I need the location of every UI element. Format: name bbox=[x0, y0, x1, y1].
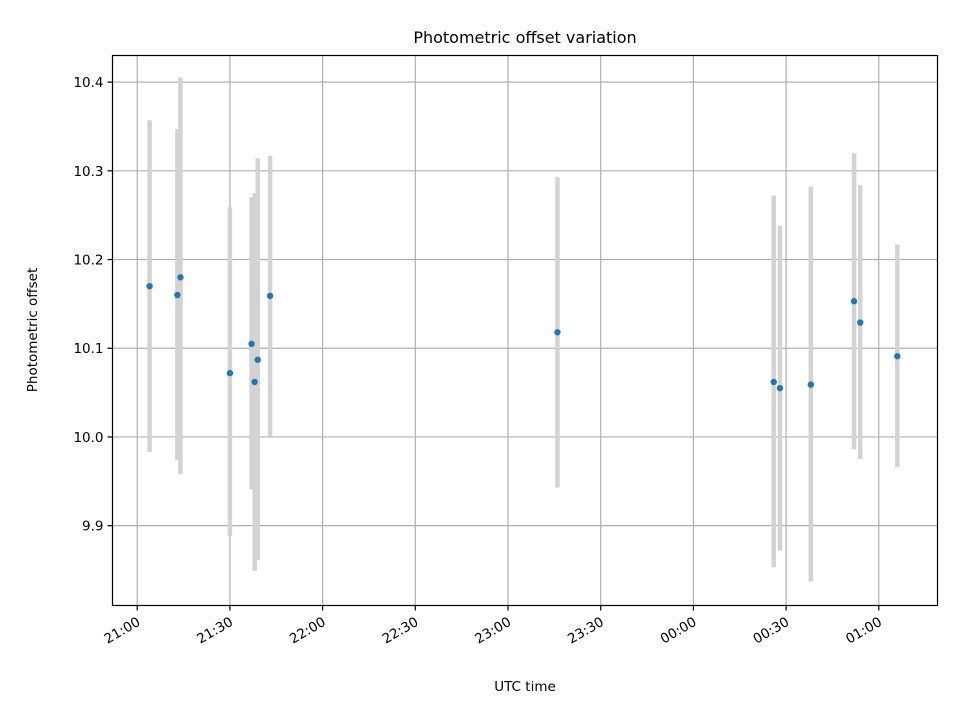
data-points bbox=[146, 274, 901, 392]
x-axis-label: UTC time bbox=[494, 679, 556, 695]
data-point bbox=[807, 381, 815, 388]
y-axis-ticks: 9.9 10.0 10.1 10.2 10.3 10.4 bbox=[73, 75, 113, 535]
plot-frame bbox=[111, 54, 939, 607]
y-axis-label: Photometric offset bbox=[25, 268, 41, 392]
y-tick-label: 10.3 bbox=[73, 164, 103, 180]
data-point bbox=[174, 291, 181, 299]
data-point bbox=[857, 319, 864, 326]
data-point bbox=[226, 369, 234, 377]
data-point bbox=[248, 340, 255, 348]
y-tick-label: 10.1 bbox=[73, 341, 103, 357]
data-point bbox=[894, 353, 901, 360]
data-point bbox=[770, 378, 777, 386]
y-tick-label: 10.0 bbox=[73, 430, 103, 446]
data-point bbox=[266, 292, 274, 300]
data-point bbox=[776, 384, 784, 392]
data-point bbox=[850, 298, 858, 305]
data-point bbox=[146, 282, 153, 290]
data-point bbox=[554, 329, 561, 336]
chart-title: Photometric offset variation bbox=[413, 28, 636, 47]
y-tick-label: 10.4 bbox=[73, 75, 103, 91]
y-tick-label: 9.9 bbox=[82, 519, 103, 535]
y-tick-label: 10.2 bbox=[73, 253, 103, 269]
data-point bbox=[177, 274, 184, 281]
data-point bbox=[254, 356, 261, 363]
data-point bbox=[251, 378, 258, 386]
